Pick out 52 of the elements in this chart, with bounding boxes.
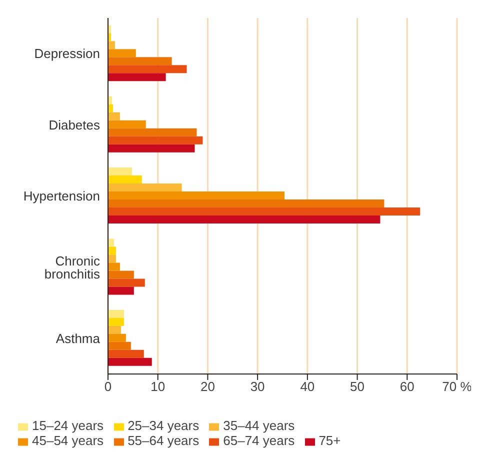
x-tick-label: 0 <box>104 379 112 394</box>
legend-label: 35–44 years <box>223 418 295 433</box>
legend-label: 45–54 years <box>32 433 104 448</box>
y-tick-label: Asthma <box>56 331 101 346</box>
legend-label: 55–64 years <box>128 433 200 448</box>
y-tick-label: Hypertension <box>23 188 100 204</box>
bar <box>108 262 120 271</box>
x-tick-label: 50 <box>350 379 365 394</box>
bar <box>108 246 116 255</box>
bar <box>108 342 131 350</box>
x-tick-label: 70 % <box>442 379 472 394</box>
bar <box>108 120 146 128</box>
bar <box>108 208 420 216</box>
bar <box>108 65 187 74</box>
bar <box>108 310 124 318</box>
bar <box>108 192 284 200</box>
bar <box>108 254 116 263</box>
x-tick-label: 20 <box>200 379 215 394</box>
bar <box>108 184 182 192</box>
bar <box>108 350 144 358</box>
x-tick-label: 10 <box>150 379 166 394</box>
bar <box>108 176 142 184</box>
bar <box>108 168 132 176</box>
legend-label: 65–74 years <box>223 433 295 448</box>
bar <box>108 334 126 342</box>
bar <box>108 128 197 136</box>
y-tick-label: Chronic bronchitis <box>44 253 100 282</box>
bar <box>108 136 203 144</box>
legend-label: 15–24 years <box>32 418 104 433</box>
bar <box>108 238 114 247</box>
x-tick-label: 40 <box>300 379 315 394</box>
bar <box>108 200 384 208</box>
y-tick-label: Diabetes <box>48 117 100 132</box>
legend-label: 75+ <box>318 433 341 448</box>
bar <box>108 358 152 366</box>
x-tick-label: 60 <box>400 379 414 394</box>
y-tick-label: Depression <box>34 46 100 62</box>
bar <box>108 144 195 152</box>
x-tick-label: 30 <box>250 379 265 394</box>
bar <box>108 278 145 287</box>
bar <box>108 216 380 224</box>
bar <box>108 270 134 279</box>
bar <box>108 49 136 58</box>
bar <box>108 104 113 112</box>
bar <box>108 326 121 334</box>
bar <box>108 112 120 120</box>
bar <box>108 318 124 326</box>
legend-label: 25–34 years <box>128 418 200 433</box>
bar <box>108 41 115 50</box>
bar <box>108 286 134 295</box>
bar <box>108 57 172 66</box>
bar <box>108 73 166 82</box>
